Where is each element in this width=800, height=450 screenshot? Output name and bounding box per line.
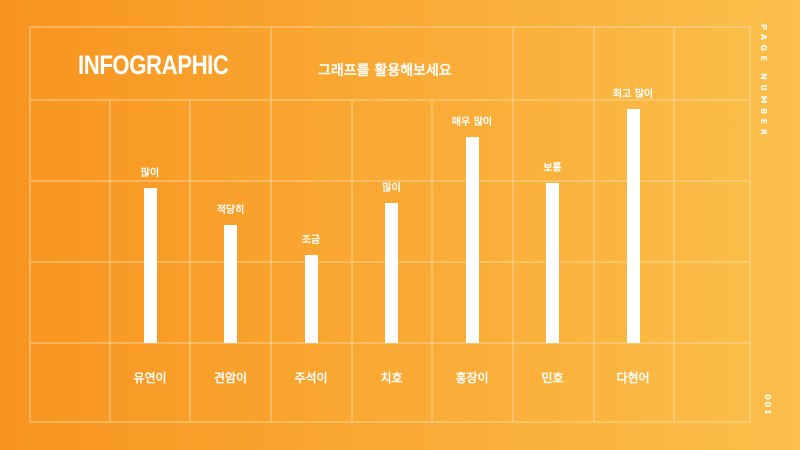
category-label: 다현어	[616, 371, 650, 385]
page-number-value: 001	[763, 394, 772, 417]
bar-value-label: 많이	[382, 183, 401, 194]
category-label: 치호	[380, 371, 403, 385]
category-label: 홍장이	[455, 371, 489, 385]
bar-value-label: 보통	[543, 163, 562, 174]
bar-value-label: 적당히	[216, 205, 245, 216]
bar	[546, 183, 559, 343]
category-label: 유연이	[133, 371, 167, 385]
category-label: 견암이	[213, 371, 248, 385]
bar	[304, 255, 318, 343]
bar	[143, 188, 157, 343]
bar	[385, 203, 398, 343]
bar	[465, 137, 479, 343]
page-number-label: PAGE NUMBER	[759, 24, 768, 140]
page-subtitle: 그래프를 활용해보세요	[318, 63, 452, 79]
bar-value-label: 많이	[140, 168, 160, 179]
bar-value-label: 조금	[301, 235, 321, 246]
category-label: 주석이	[294, 371, 328, 385]
bar-value-label: 최고 많이	[612, 89, 654, 100]
category-label: 민호	[541, 371, 564, 385]
bar	[626, 109, 640, 343]
page-title: INFOGRAPHIC	[78, 50, 229, 80]
bar-value-label: 매우 많이	[451, 117, 493, 128]
bar	[224, 225, 237, 343]
